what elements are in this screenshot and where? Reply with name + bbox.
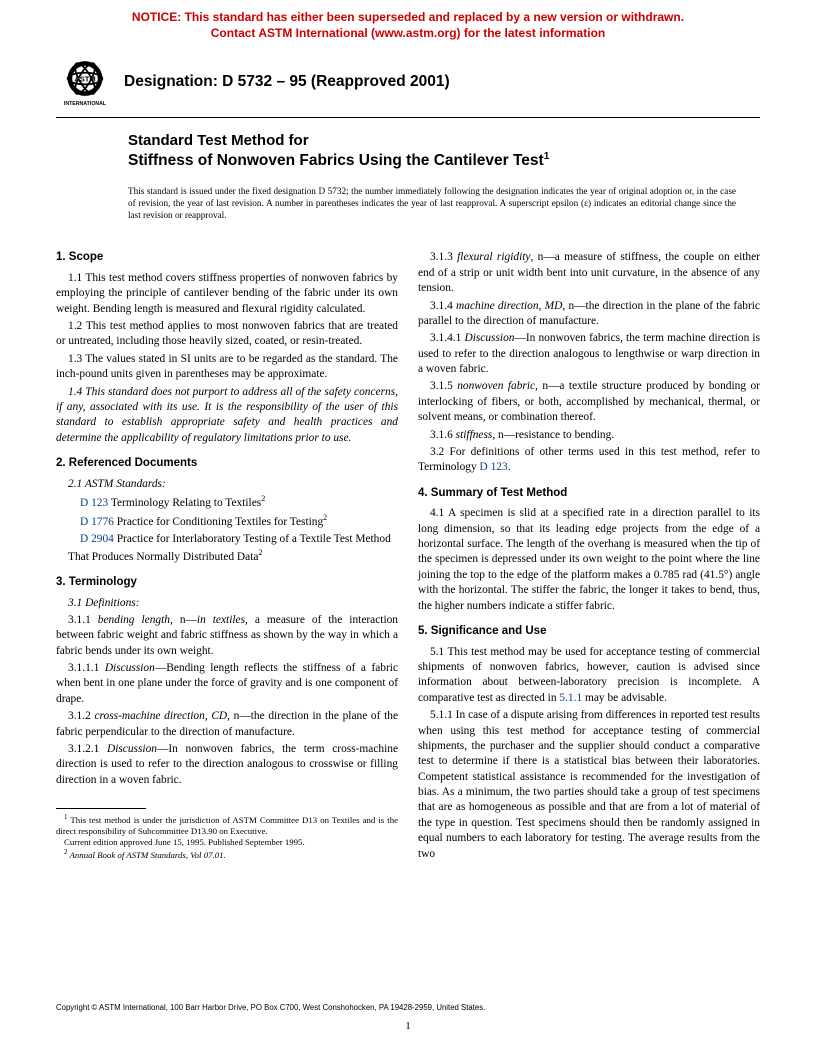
section-2-head: 2. Referenced Documents [56,456,398,472]
t: , n— [170,614,197,626]
t: flexural rigidity [457,251,530,263]
astm-logo-icon: ASTM INTERNATIONAL [56,53,114,111]
ref-d2904-text: Practice for Interlaboratory Testing of … [68,533,391,562]
svg-text:INTERNATIONAL: INTERNATIONAL [64,101,107,107]
t: 3.1.4.1 [430,332,464,344]
ref-link-d123[interactable]: D 123 [80,497,108,509]
para-3-defs: 3.1 Definitions: [56,596,398,611]
designation-text: Designation: D 5732 – 95 (Reapproved 200… [124,72,450,93]
t: stiffness [456,429,493,441]
para-3-1-1: 3.1.1 bending length, n—in textiles, a m… [56,613,398,659]
para-3-1-5: 3.1.5 nonwoven fabric, n—a textile struc… [418,379,760,425]
section-5-head: 5. Significance and Use [418,624,760,640]
t: Discussion [105,662,155,674]
ref-d2904: D 2904 Practice for Interlaboratory Test… [56,532,398,565]
para-5-1: 5.1 This test method may be used for acc… [418,645,760,707]
title-main: Stiffness of Nonwoven Fabrics Using the … [128,151,760,171]
header-row: ASTM INTERNATIONAL Designation: D 5732 –… [0,45,816,117]
para-5-1-1: 5.1.1 In case of a dispute arising from … [418,708,760,862]
title-pretext: Standard Test Method for [128,132,760,151]
title-main-text: Stiffness of Nonwoven Fabrics Using the … [128,152,544,169]
t: 3.1.5 [430,380,457,392]
title-block: Standard Test Method for Stiffness of No… [0,118,816,176]
para-3-1-4: 3.1.4 machine direction, MD, n—the direc… [418,299,760,330]
body-columns: 1. Scope 1.1 This test method covers sti… [0,230,816,864]
ref3-sup: 2 [258,548,262,557]
para-2-1: 2.1 ASTM Standards: [56,477,398,492]
para-3-1-2: 3.1.2 cross-machine direction, CD, n—the… [56,709,398,740]
notice-line2: Contact ASTM International (www.astm.org… [211,26,605,40]
t: 3.1.1 [68,614,98,626]
para-4-1: 4.1 A specimen is slid at a specified ra… [418,506,760,614]
footnote-1: 1 This test method is under the jurisdic… [56,813,398,837]
para-1-1: 1.1 This test method covers stiffness pr… [56,271,398,317]
ref2-sup: 2 [323,513,327,522]
para-3-1-1-1: 3.1.1.1 Discussion—Bending length reflec… [56,661,398,707]
svg-text:ASTM: ASTM [74,75,95,84]
t: 3.1.3 [430,251,457,263]
t: nonwoven fabric [457,380,535,392]
t: machine direction, MD [456,300,562,312]
ref-link-d123b[interactable]: D 123 [480,461,508,473]
t: 3.1.2.1 [68,743,107,755]
notice-line1: NOTICE: This standard has either been su… [132,10,684,24]
ref-d123-text: Terminology Relating to Textiles [108,497,261,509]
page-number: 1 [0,1019,816,1034]
ref-d123: D 123 Terminology Relating to Textiles2 [56,494,398,511]
right-column: 3.1.3 flexural rigidity, n—a measure of … [418,240,760,864]
t: cross-machine direction, CD [94,710,227,722]
t: in textiles [197,614,245,626]
section-4-head: 4. Summary of Test Method [418,486,760,502]
para-3-1-6: 3.1.6 stiffness, n—resistance to bending… [418,428,760,443]
title-superscript: 1 [544,151,550,162]
para-1-4: 1.4 This standard does not purport to ad… [56,385,398,447]
t: 3.2 For definitions of other terms used … [418,446,760,473]
left-column: 1. Scope 1.1 This test method covers sti… [56,240,398,864]
para-1-2: 1.2 This test method applies to most non… [56,319,398,350]
fn1-text: This test method is under the jurisdicti… [56,815,398,836]
ref-link-511[interactable]: 5.1.1 [559,692,582,704]
t: Discussion [464,332,514,344]
para-3-2: 3.2 For definitions of other terms used … [418,445,760,476]
t: 3.1.2 [68,710,94,722]
ref-link-d1776[interactable]: D 1776 [80,516,114,528]
footnote-1b: Current edition approved June 15, 1995. … [56,837,398,848]
issued-note: This standard is issued under the fixed … [0,176,816,230]
ref1-sup: 2 [261,494,265,503]
para-3-1-3: 3.1.3 flexural rigidity, n—a measure of … [418,250,760,296]
section-3-head: 3. Terminology [56,575,398,591]
t: 3.1.6 [430,429,456,441]
ref-d1776: D 1776 Practice for Conditioning Textile… [56,513,398,530]
ref-link-d2904[interactable]: D 2904 [80,533,114,545]
t: 3.1.1.1 [68,662,105,674]
notice-banner: NOTICE: This standard has either been su… [0,0,816,45]
t: bending length [98,614,170,626]
t: Discussion [107,743,157,755]
para-3-1-2-1: 3.1.2.1 Discussion—In nonwoven fabrics, … [56,742,398,788]
footnote-rule [56,808,146,809]
section-1-head: 1. Scope [56,250,398,266]
ref-d1776-text: Practice for Conditioning Textiles for T… [114,516,323,528]
t: . [508,461,511,473]
t: , n—resistance to bending. [492,429,614,441]
t: 3.1.4 [430,300,456,312]
t: may be advisable. [582,692,667,704]
footnote-2: 2 Annual Book of ASTM Standards, Vol 07.… [56,848,398,861]
para-3-1-4-1: 3.1.4.1 Discussion—In nonwoven fabrics, … [418,331,760,377]
fn2-text: Annual Book of ASTM Standards, Vol 07.01… [68,850,226,860]
para-1-3: 1.3 The values stated in SI units are to… [56,352,398,383]
copyright-line: Copyright © ASTM International, 100 Barr… [56,1003,760,1014]
